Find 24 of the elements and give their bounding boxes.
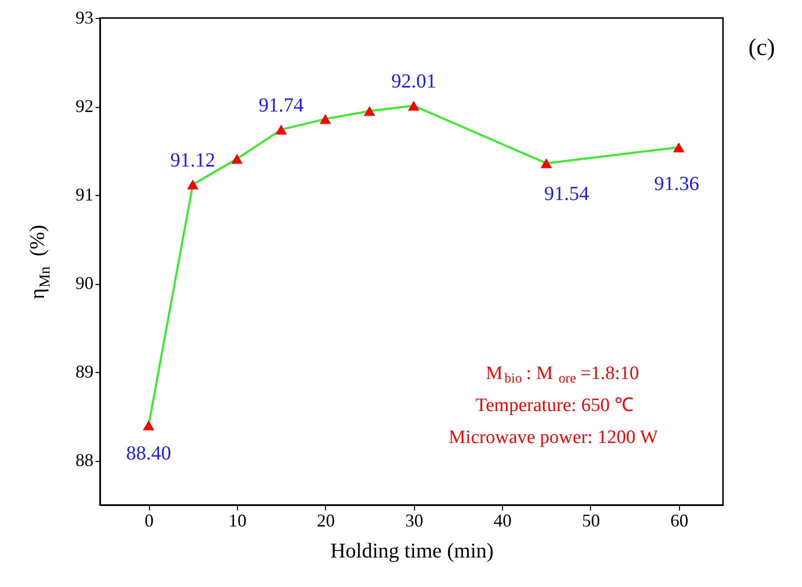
y-axis-title: ηMn (%) <box>25 224 54 300</box>
data-label: 91.12 <box>170 149 216 172</box>
x-tick-label: 40 <box>494 510 512 530</box>
x-tick-label: 50 <box>582 510 600 530</box>
x-tick-label: 20 <box>316 510 335 530</box>
y-tick-label: 90 <box>76 273 94 294</box>
annotation: Microwave power: 1200 W <box>448 427 658 448</box>
x-tick-label: 60 <box>670 510 688 530</box>
x-tick-label: 30 <box>405 510 424 530</box>
y-tick-label: 88 <box>76 450 94 470</box>
text: (c) <box>748 35 775 61</box>
data-label: 92.01 <box>391 70 436 93</box>
y-tick-label: 92 <box>76 96 94 116</box>
x-tick-label: 10 <box>228 510 246 530</box>
annotation: 91.36 <box>654 173 700 195</box>
annotation: Temperature: 650 ℃ <box>475 395 634 416</box>
annotation: 91.54 <box>544 183 590 205</box>
data-label: 88.40 <box>126 442 172 464</box>
x-tick-label: 0 <box>144 510 154 530</box>
y-tick-label: 91 <box>76 184 94 205</box>
x-axis-title: Holding time (min) <box>330 538 494 562</box>
y-tick-label: 93 <box>76 8 94 28</box>
data-label: 91.74 <box>258 94 304 117</box>
y-tick-label: 89 <box>76 362 94 382</box>
